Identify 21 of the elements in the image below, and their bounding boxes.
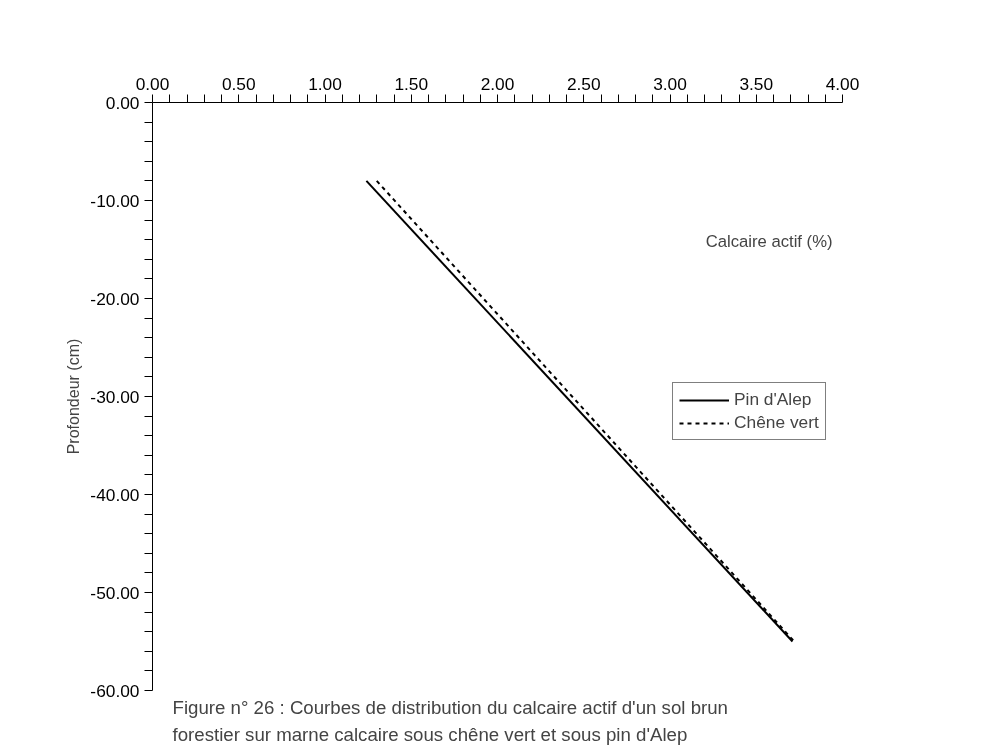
x-tick-label: 3.00 [653, 73, 687, 94]
y-tick-label: -20.00 [90, 288, 140, 309]
x-tick-label: 3.50 [739, 73, 774, 94]
x-tick-label: 2.50 [566, 73, 601, 94]
y-tick-label: -60.00 [90, 680, 140, 701]
text: Figure n° 26 : Courbes de distribution du calcaire actif d'un sol brun forestier sur marne calcaire sous chêne vert et sous pin d'Alep [172, 697, 728, 746]
x-tick-label: 0.50 [221, 73, 256, 94]
legend-label: Chêne vert [734, 412, 819, 433]
y-tick-label: 0.00 [105, 92, 140, 113]
x-tick-label: 1.50 [394, 73, 429, 94]
x-tick-label: 1.00 [308, 73, 342, 94]
x-tick-label: 2.00 [480, 73, 515, 94]
y-tick-label: -40.00 [90, 484, 140, 505]
y-axis-title: Profondeur (cm) [65, 338, 83, 455]
y-tick-label: -50.00 [90, 582, 140, 603]
x-tick-label: 4.00 [825, 73, 860, 94]
x-tick-label: 0.00 [135, 73, 170, 94]
y-tick-label: -30.00 [90, 386, 140, 407]
x-axis-title: Calcaire actif (%) [705, 231, 833, 251]
y-tick-label: -10.00 [90, 190, 140, 211]
legend-label: Pin d'Alep [734, 389, 812, 410]
